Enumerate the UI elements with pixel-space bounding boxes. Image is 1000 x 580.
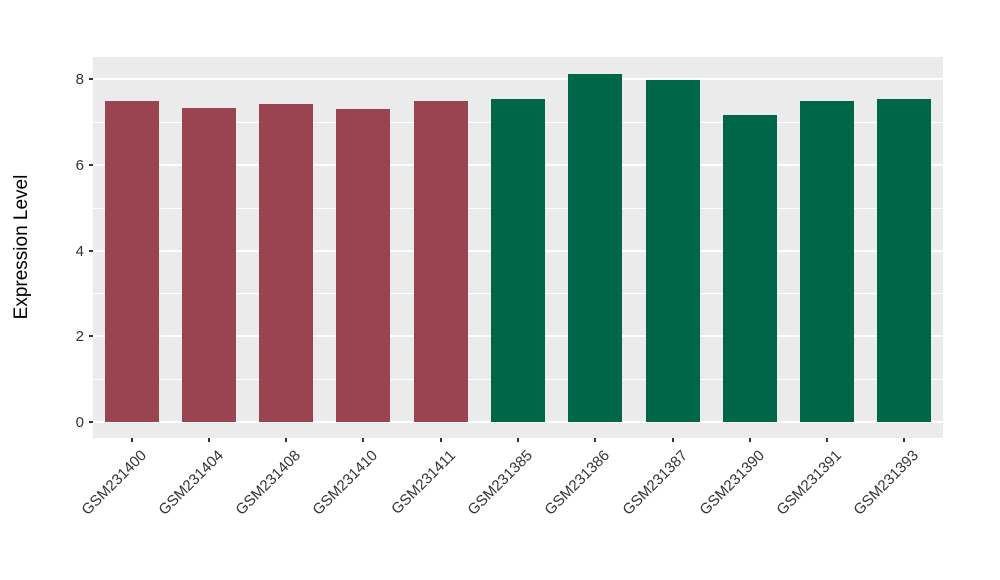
x-tick-mark xyxy=(903,438,906,442)
x-tick-label-text: GSM231408 xyxy=(232,447,305,519)
x-tick-label-text: GSM231410 xyxy=(309,447,382,519)
bar-GSM231408 xyxy=(259,104,313,422)
bar-GSM231393 xyxy=(877,98,931,422)
x-tick-label-text: GSM231385 xyxy=(464,447,537,519)
x-tick-label-text: GSM231387 xyxy=(618,447,691,519)
bar-GSM231390 xyxy=(723,115,777,422)
x-tick-mark xyxy=(594,438,597,442)
x-tick-label-text: GSM231393 xyxy=(850,447,923,519)
x-tick-mark xyxy=(130,438,133,442)
y-tick-mark xyxy=(89,335,93,338)
x-tick-mark xyxy=(285,438,288,442)
plot-panel xyxy=(93,57,943,438)
y-tick-mark xyxy=(89,249,93,252)
y-tick-label: 2 xyxy=(75,328,84,346)
bar-GSM231386 xyxy=(568,73,622,422)
x-tick-label-text: GSM231391 xyxy=(773,447,846,519)
y-tick-mark xyxy=(89,163,93,166)
y-tick-mark xyxy=(89,78,93,81)
bar-GSM231411 xyxy=(414,100,468,422)
bar-GSM231385 xyxy=(491,98,545,422)
x-tick-label-text: GSM231400 xyxy=(78,447,150,519)
x-tick-mark xyxy=(362,438,365,442)
gridline-major xyxy=(93,421,943,423)
bar-GSM231391 xyxy=(800,101,854,422)
y-tick-mark xyxy=(89,421,93,423)
bar-GSM231404 xyxy=(182,107,236,422)
x-tick-mark xyxy=(517,438,519,442)
x-tick-label-text: GSM231386 xyxy=(541,447,614,519)
x-tick-label-text: GSM231411 xyxy=(387,447,459,518)
gridline-major xyxy=(93,78,943,81)
x-tick-mark xyxy=(748,438,751,442)
x-tick-mark xyxy=(439,438,442,442)
y-tick-label: 6 xyxy=(75,156,84,174)
x-tick-label-text: GSM231390 xyxy=(696,447,768,519)
y-tick-label: 8 xyxy=(75,71,84,89)
y-tick-label: 4 xyxy=(75,242,84,260)
bar-GSM231400 xyxy=(105,100,159,422)
x-tick-mark xyxy=(207,438,210,442)
x-tick-label-text: GSM231404 xyxy=(155,447,227,519)
y-tick-label: 0 xyxy=(75,414,84,431)
bar-GSM231410 xyxy=(336,108,390,422)
x-tick-mark xyxy=(671,438,674,442)
bar-GSM231387 xyxy=(646,80,700,422)
x-tick-mark xyxy=(826,438,829,442)
